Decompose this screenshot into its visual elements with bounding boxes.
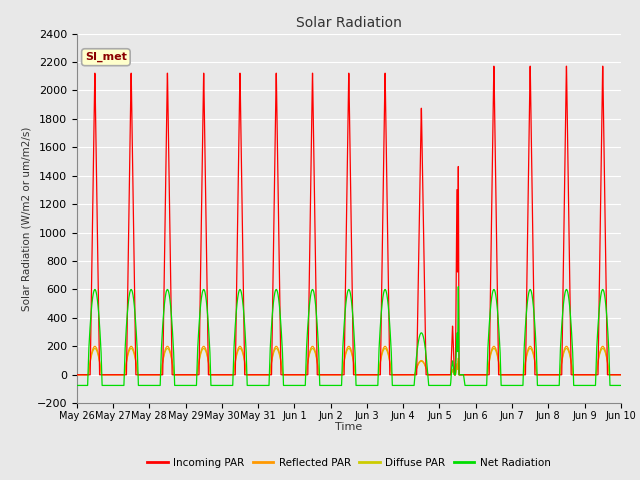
Text: SI_met: SI_met <box>85 52 127 62</box>
Legend: Incoming PAR, Reflected PAR, Diffuse PAR, Net Radiation: Incoming PAR, Reflected PAR, Diffuse PAR… <box>143 454 555 472</box>
Y-axis label: Solar Radiation (W/m2 or um/m2/s): Solar Radiation (W/m2 or um/m2/s) <box>21 126 31 311</box>
X-axis label: Time: Time <box>335 422 362 432</box>
Title: Solar Radiation: Solar Radiation <box>296 16 402 30</box>
